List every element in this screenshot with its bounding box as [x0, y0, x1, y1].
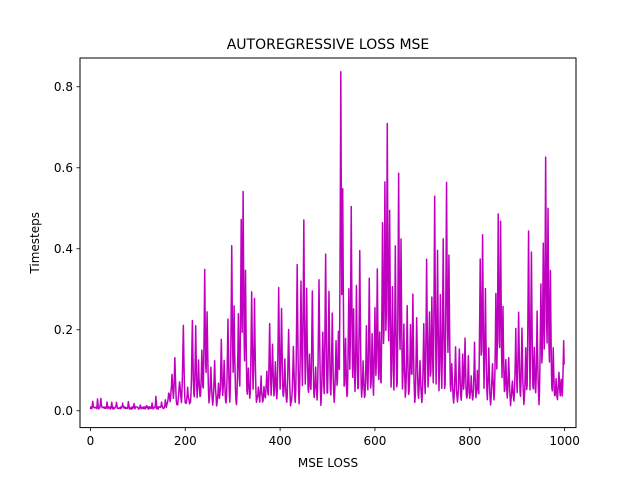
x-tick-label: 600	[363, 434, 386, 448]
y-tick-label: 0.0	[54, 404, 73, 418]
plot-frame	[79, 57, 577, 429]
y-tick-label: 0.8	[54, 80, 73, 94]
y-tick-label: 0.6	[54, 161, 73, 175]
series-line	[89, 70, 565, 410]
y-axis-ticks: 0.0 0.2 0.4 0.6 0.8	[54, 80, 80, 418]
x-tick-label: 200	[174, 434, 197, 448]
x-tick-label: 0	[87, 434, 95, 448]
x-axis-ticks: 0 200 400 600 800 1000	[87, 427, 580, 448]
series-layer	[89, 70, 565, 410]
x-tick-label: 1000	[549, 434, 580, 448]
chart-title: AUTOREGRESSIVE LOSS MSE	[227, 37, 430, 53]
y-tick-label: 0.4	[54, 242, 73, 256]
x-axis-label: MSE LOSS	[298, 456, 358, 470]
x-tick-label: 400	[269, 434, 292, 448]
y-tick-label: 0.2	[54, 323, 73, 337]
x-tick-label: 800	[458, 434, 481, 448]
y-axis-label: Timesteps	[28, 212, 42, 275]
